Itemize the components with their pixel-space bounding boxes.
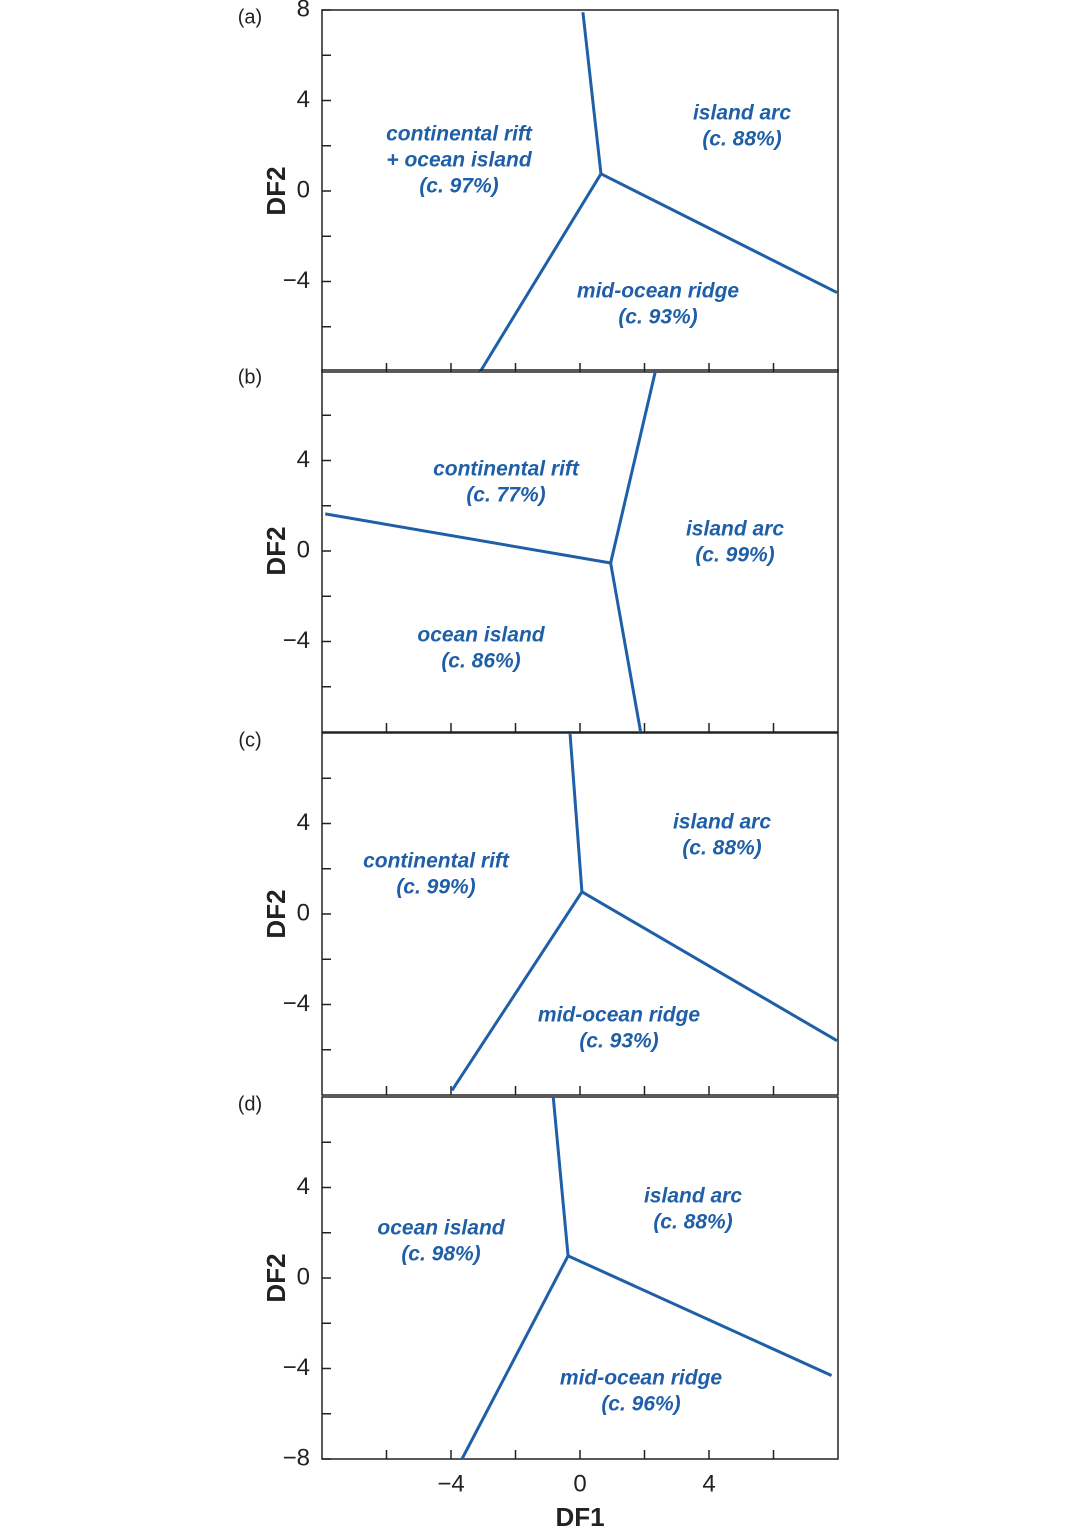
- region-label: island arc: [644, 1185, 742, 1208]
- boundary-line: [600, 172, 838, 294]
- y-tick-label: 4: [297, 446, 310, 473]
- region-label: (c. 88%): [702, 128, 781, 151]
- region-label: (c. 86%): [441, 650, 520, 673]
- y-tick-label: 4: [297, 86, 310, 113]
- panel-label: (d): [238, 1093, 262, 1115]
- y-tick-label: 0: [297, 536, 310, 563]
- region-label: continental rift: [386, 123, 533, 146]
- y-axis-label: DF2: [261, 526, 291, 575]
- x-axis-label: DF1: [555, 1502, 604, 1532]
- region-label: (c. 88%): [653, 1211, 732, 1234]
- boundary-line: [581, 12, 603, 174]
- x-tick-label: −4: [437, 1470, 464, 1497]
- region-label: (c. 96%): [601, 1393, 680, 1416]
- region-label: continental rift: [433, 458, 580, 481]
- x-tick-label: 4: [702, 1470, 715, 1497]
- panel-label: (c): [238, 729, 261, 751]
- region-label: mid-ocean ridge: [560, 1367, 723, 1390]
- y-axis-label: DF2: [261, 166, 291, 215]
- region-label: island arc: [686, 518, 784, 541]
- region-label: (c. 99%): [695, 544, 774, 567]
- y-axis-label: DF2: [261, 1253, 291, 1302]
- boundary-line: [460, 1255, 570, 1460]
- boundary-line: [609, 562, 643, 733]
- region-label: island arc: [693, 102, 791, 125]
- y-tick-label: 4: [297, 809, 310, 836]
- region-label: (c. 77%): [466, 484, 545, 507]
- region-label: continental rift: [363, 850, 510, 873]
- region-label: (c. 97%): [419, 175, 498, 198]
- region-label: ocean island: [377, 1217, 505, 1240]
- region-label: (c. 98%): [401, 1243, 480, 1266]
- y-tick-label: −8: [283, 1444, 310, 1471]
- region-label: (c. 88%): [682, 837, 761, 860]
- region-label: mid-ocean ridge: [577, 280, 740, 303]
- y-tick-label: −4: [283, 1354, 310, 1381]
- y-tick-label: 4: [297, 1173, 310, 1200]
- boundary-line: [568, 732, 584, 892]
- y-tick-label: 0: [297, 899, 310, 926]
- panel-label: (b): [238, 366, 262, 388]
- y-tick-label: −4: [283, 627, 310, 654]
- boundary-line: [551, 1096, 570, 1256]
- region-label: ocean island: [417, 624, 545, 647]
- region-label: (c. 93%): [618, 306, 697, 329]
- plot-frame: [321, 9, 839, 373]
- region-label: + ocean island: [386, 149, 532, 172]
- y-tick-label: 0: [297, 1263, 310, 1290]
- boundary-line: [450, 891, 584, 1092]
- region-label: mid-ocean ridge: [538, 1004, 701, 1027]
- region-label: (c. 93%): [579, 1030, 658, 1053]
- boundary-line: [324, 512, 611, 565]
- region-label: island arc: [673, 811, 771, 834]
- boundary-line: [609, 370, 657, 564]
- region-label: (c. 99%): [396, 876, 475, 899]
- y-axis-label: DF2: [261, 889, 291, 938]
- boundary-line: [581, 890, 838, 1042]
- y-tick-label: 8: [297, 0, 310, 22]
- y-tick-label: −4: [283, 267, 310, 294]
- y-tick-label: 0: [297, 176, 310, 203]
- y-tick-label: −4: [283, 990, 310, 1017]
- x-tick-label: 0: [573, 1470, 586, 1497]
- boundary-line: [478, 173, 603, 373]
- panel-label: (a): [238, 6, 262, 28]
- plot-frame: [321, 1096, 839, 1460]
- boundary-line: [567, 1254, 833, 1377]
